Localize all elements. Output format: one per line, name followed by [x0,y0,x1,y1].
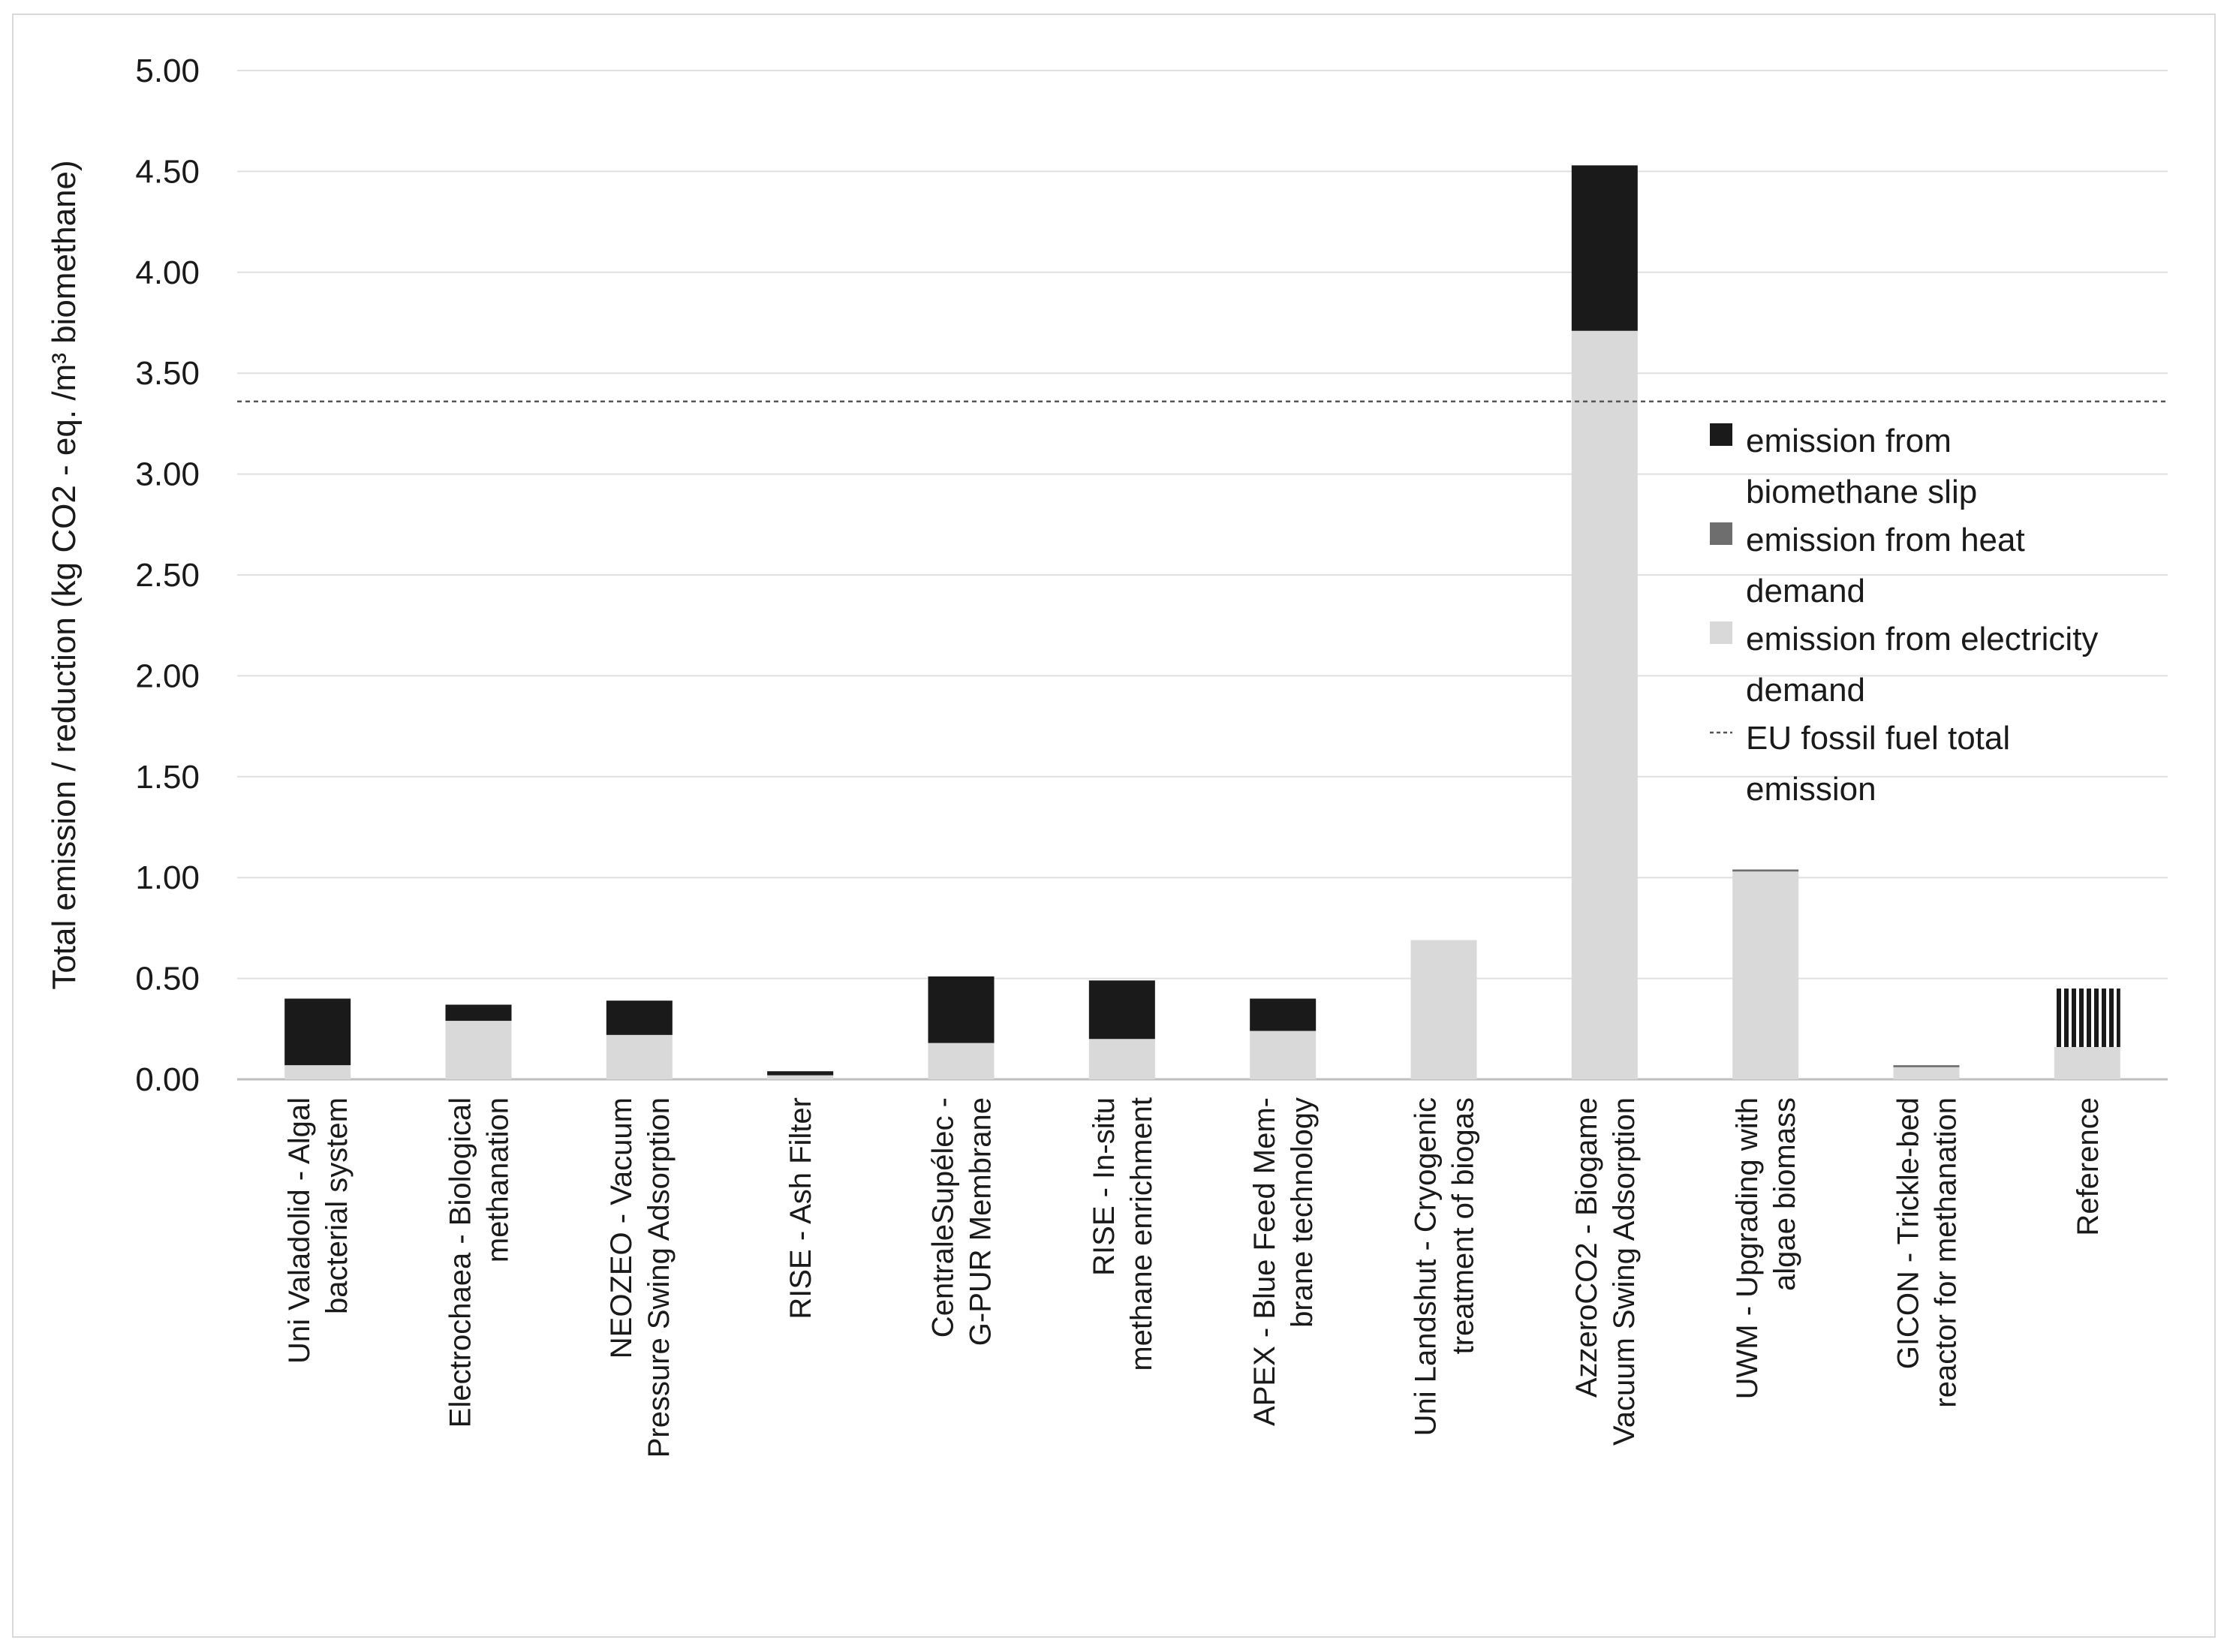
y-tick-label: 4.00 [135,254,200,291]
bar-segment-biomethane-slip [1088,980,1155,1040]
x-category-label-line: methane enrichment [1125,1097,1158,1371]
bar-segment-biomethane-slip [767,1071,834,1076]
x-category-label-line: treatment of biogas [1447,1097,1480,1354]
bar-segment-electricity [284,1065,351,1079]
legend-label: emission [1746,771,1876,808]
bar-segment-electricity [1732,871,1799,1079]
x-category-label-line: Uni Landshut - Cryogenic [1410,1097,1443,1436]
x-category-label: Uni Valadolid - Algal bacterial system [283,1097,354,1364]
legend-label: EU fossil fuel total [1746,720,2010,757]
y-axis-title: Total emission / reduction (kg CO2 - eq.… [46,160,83,989]
x-category-label-line: RISE - Ash Filter [784,1097,817,1319]
legend-entry: emission from electricity demand [1710,621,2098,709]
y-tick-label: 1.00 [135,859,200,896]
bar-segment-biomethane-slip [1571,165,1638,331]
y-tick-label: 2.50 [135,557,200,594]
bar-segment-heat [1893,1065,1960,1067]
x-category-label-line: NEOZEO - Vacuum [605,1097,638,1359]
x-category-label-line: algae biomass [1768,1097,1801,1291]
bar-segment-biomethane-slip [606,1001,673,1035]
y-axis-title-text: Total emission / reduction (kg CO2 - eq.… [46,160,83,989]
y-tick-label: 3.50 [135,355,200,392]
x-category-label-line: Electrochaea - Biological [444,1097,477,1428]
x-category-label-line: reactor for methanation [1930,1097,1963,1408]
y-tick-label: 4.50 [135,153,200,190]
chart-frame [12,14,2216,1638]
bar-segment-biomethane-slip [2054,988,2120,1047]
x-category-label: NEOZEO - Vacuum Pressure Swing Adsorption [605,1097,676,1458]
x-category-label: RISE - In-situ methane enrichment [1088,1097,1158,1371]
x-category-label: APEX - Blue Feed Mem-brane technology [1248,1097,1319,1426]
x-category-label: Reference [2072,1097,2105,1236]
bar-segment-heat [1732,869,1799,872]
legend-label: emission from electricity [1746,621,2098,657]
gridlines [237,70,2168,1081]
x-category-label-line: methanation [482,1097,515,1262]
y-tick-label: 0.00 [135,1061,200,1098]
x-category-label: CentraleSupélec - G-PUR Membrane [927,1097,998,1346]
bars [284,165,2120,1079]
bar-segment-electricity [1893,1067,1960,1079]
y-tick-label: 3.00 [135,456,200,493]
bar-segment-electricity [1410,940,1477,1079]
x-category-label: GICON - Trickle-bed reactor for methanati… [1892,1097,1963,1408]
legend-label: demand [1746,573,1865,609]
x-category-label-line: UWM - Upgrading with [1731,1097,1764,1399]
x-category-label-line: RISE - In-situ [1088,1097,1121,1276]
x-category-label-line: AzzeroCO2 - Biogame [1570,1097,1603,1398]
x-category-label-line: Vacuum Swing Adsorption [1608,1097,1641,1446]
x-category-label: RISE - Ash Filter [784,1097,817,1319]
x-category-label: AzzeroCO2 - Biogame Vacuum Swing Adsorpti… [1570,1097,1641,1446]
y-tick-label: 1.50 [135,759,200,796]
x-axis-category-labels: Uni Valadolid - Algal bacterial system Ele… [283,1097,2105,1458]
x-category-label-line: APEX - Blue Feed Mem- [1248,1097,1281,1426]
x-category-label-line: Uni Valadolid - Algal [283,1097,316,1364]
bar-segment-electricity [445,1021,512,1079]
x-category-label-line: Reference [2072,1097,2105,1236]
bar-segment-biomethane-slip [445,1004,512,1022]
x-category-label-line: CentraleSupélec - [927,1097,960,1338]
x-category-label-line: Pressure Swing Adsorption [643,1097,676,1458]
bar-segment-biomethane-slip [928,976,995,1043]
legend-swatch [1710,621,1732,644]
bar-segment-biomethane-slip [284,998,351,1066]
x-category-label: UWM - Upgrading with algae biomass [1731,1097,1801,1399]
bar-segment-electricity [606,1034,673,1079]
x-category-label-line: G-PUR Membrane [965,1097,998,1346]
x-category-label: Uni Landshut - Cryogenic treatment of bio… [1410,1097,1480,1436]
y-axis-tick-labels: 0.00 0.50 1.00 1.50 2.00 2.50 3.00 3.50 4.00 4.50… [135,53,200,1098]
bar-segment-electricity [1250,1031,1317,1079]
x-category-label: Electrochaea - Biological methanation [444,1097,515,1428]
legend-label: demand [1746,672,1865,709]
legend-swatch [1710,423,1732,446]
bar-segment-electricity [1571,330,1638,1079]
legend-swatch [1710,522,1732,545]
x-category-label-line: bacterial system [321,1097,354,1314]
legend-entry: EU fossil fuel total emission [1710,720,2010,808]
legend-label: biomethane slip [1746,474,1977,510]
y-tick-label: 5.00 [135,53,200,89]
bar-segment-electricity [2054,1046,2120,1079]
x-category-label-line: GICON - Trickle-bed [1892,1097,1925,1369]
bar-segment-biomethane-slip [1250,998,1317,1031]
bar-segment-electricity [928,1043,995,1079]
bar-segment-electricity [767,1075,834,1079]
legend-label: emission from heat [1746,522,2025,558]
legend-label: emission from [1746,423,1952,459]
x-category-label-line: brane technology [1286,1097,1319,1328]
legend-entry: emission from biomethane slip [1710,423,1977,510]
y-tick-label: 2.00 [135,657,200,694]
bar-segment-electricity [1088,1039,1155,1079]
legend-entry: emission from heat demand [1710,522,2025,609]
y-tick-label: 0.50 [135,961,200,998]
